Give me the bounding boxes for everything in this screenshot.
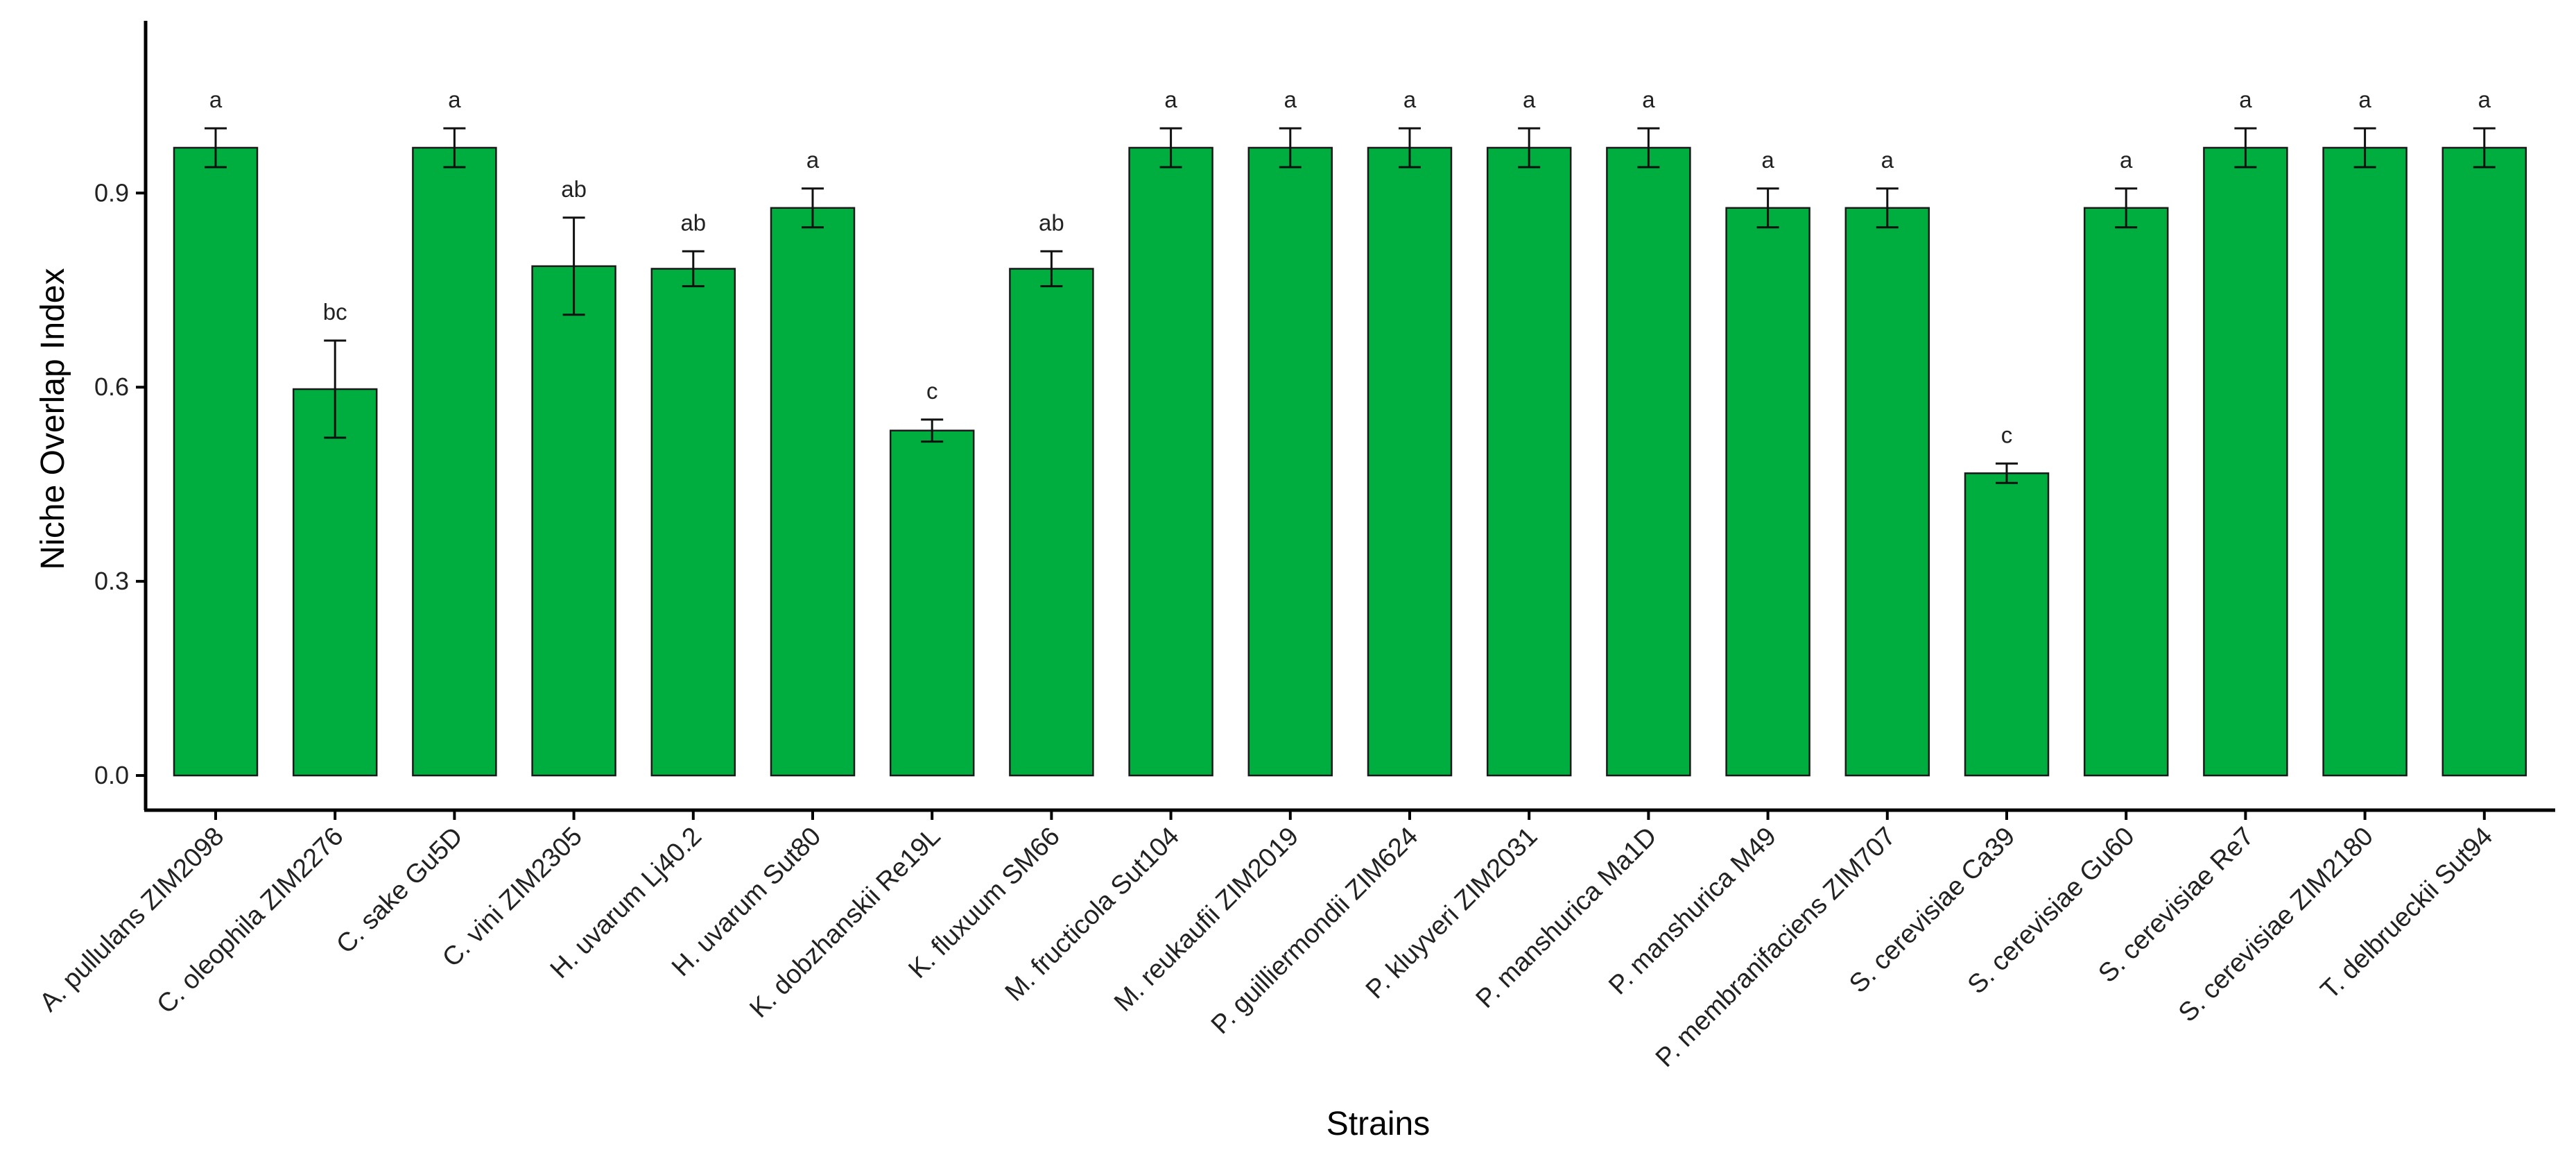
y-tick-label: 0.9	[94, 178, 129, 207]
significance-label: ab	[561, 176, 587, 202]
significance-label: a	[806, 147, 820, 173]
x-tick-label: P. membranifaciens ZIM707	[1650, 822, 1901, 1073]
bar	[292, 388, 378, 777]
bar	[1009, 268, 1094, 777]
y-tick-label: 0.6	[94, 372, 129, 401]
x-tick-label: C. sake Gu5D	[331, 822, 468, 959]
bar	[1128, 146, 1213, 777]
significance-label: bc	[323, 299, 347, 325]
x-axis-title: Strains	[1326, 1106, 1430, 1142]
bar	[1247, 146, 1333, 777]
significance-label: a	[1523, 87, 1536, 112]
y-tick-label: 0.0	[94, 761, 129, 789]
significance-label: a	[2120, 147, 2133, 173]
bar	[412, 146, 497, 777]
error-bars-group	[205, 127, 2496, 484]
significance-label: c	[926, 378, 938, 404]
bar	[889, 429, 975, 777]
x-tick-label: K. dobzhanskii Re19L	[744, 822, 946, 1024]
significance-label: a	[1761, 147, 1774, 173]
bars-group	[173, 146, 2527, 777]
significance-label: a	[1642, 87, 1655, 112]
significance-label: a	[2358, 87, 2371, 112]
bar	[1367, 146, 1453, 777]
bar	[1844, 207, 1930, 777]
significance-label: ab	[1039, 209, 1064, 235]
bar	[173, 146, 259, 777]
axes-group	[144, 21, 2555, 812]
bar	[2203, 146, 2288, 777]
significance-label: a	[209, 87, 223, 112]
bar	[770, 207, 856, 777]
significance-label: ab	[680, 209, 706, 235]
significance-label: c	[2001, 422, 2013, 447]
significance-label: a	[1284, 87, 1297, 112]
y-axis-title: Niche Overlap Index	[35, 268, 71, 570]
bar	[1486, 146, 1572, 777]
bar	[1725, 207, 1810, 777]
y-tick-label: 0.3	[94, 567, 129, 595]
bar	[531, 265, 616, 777]
significance-label: a	[1164, 87, 1177, 112]
bar	[2322, 146, 2408, 777]
significance-label: a	[1881, 147, 1894, 173]
significance-label: a	[2239, 87, 2252, 112]
significance-label: a	[448, 87, 461, 112]
bar	[2083, 207, 2169, 777]
bar	[1964, 472, 2050, 777]
bar	[650, 268, 736, 777]
bar	[1606, 146, 1691, 777]
y-ticks-group: 0.0 0.3 0.6 0.9	[94, 178, 146, 789]
significance-labels-group: a bc a ab ab a c ab a a a a a a a c a a a a	[209, 87, 2491, 447]
significance-label: a	[2478, 87, 2491, 112]
x-tick-label: P. guilliermondii ZIM624	[1206, 822, 1424, 1040]
significance-label: a	[1403, 87, 1417, 112]
x-tick-label: S. cerevisiae ZIM2180	[2173, 822, 2379, 1028]
bar	[2441, 146, 2527, 777]
